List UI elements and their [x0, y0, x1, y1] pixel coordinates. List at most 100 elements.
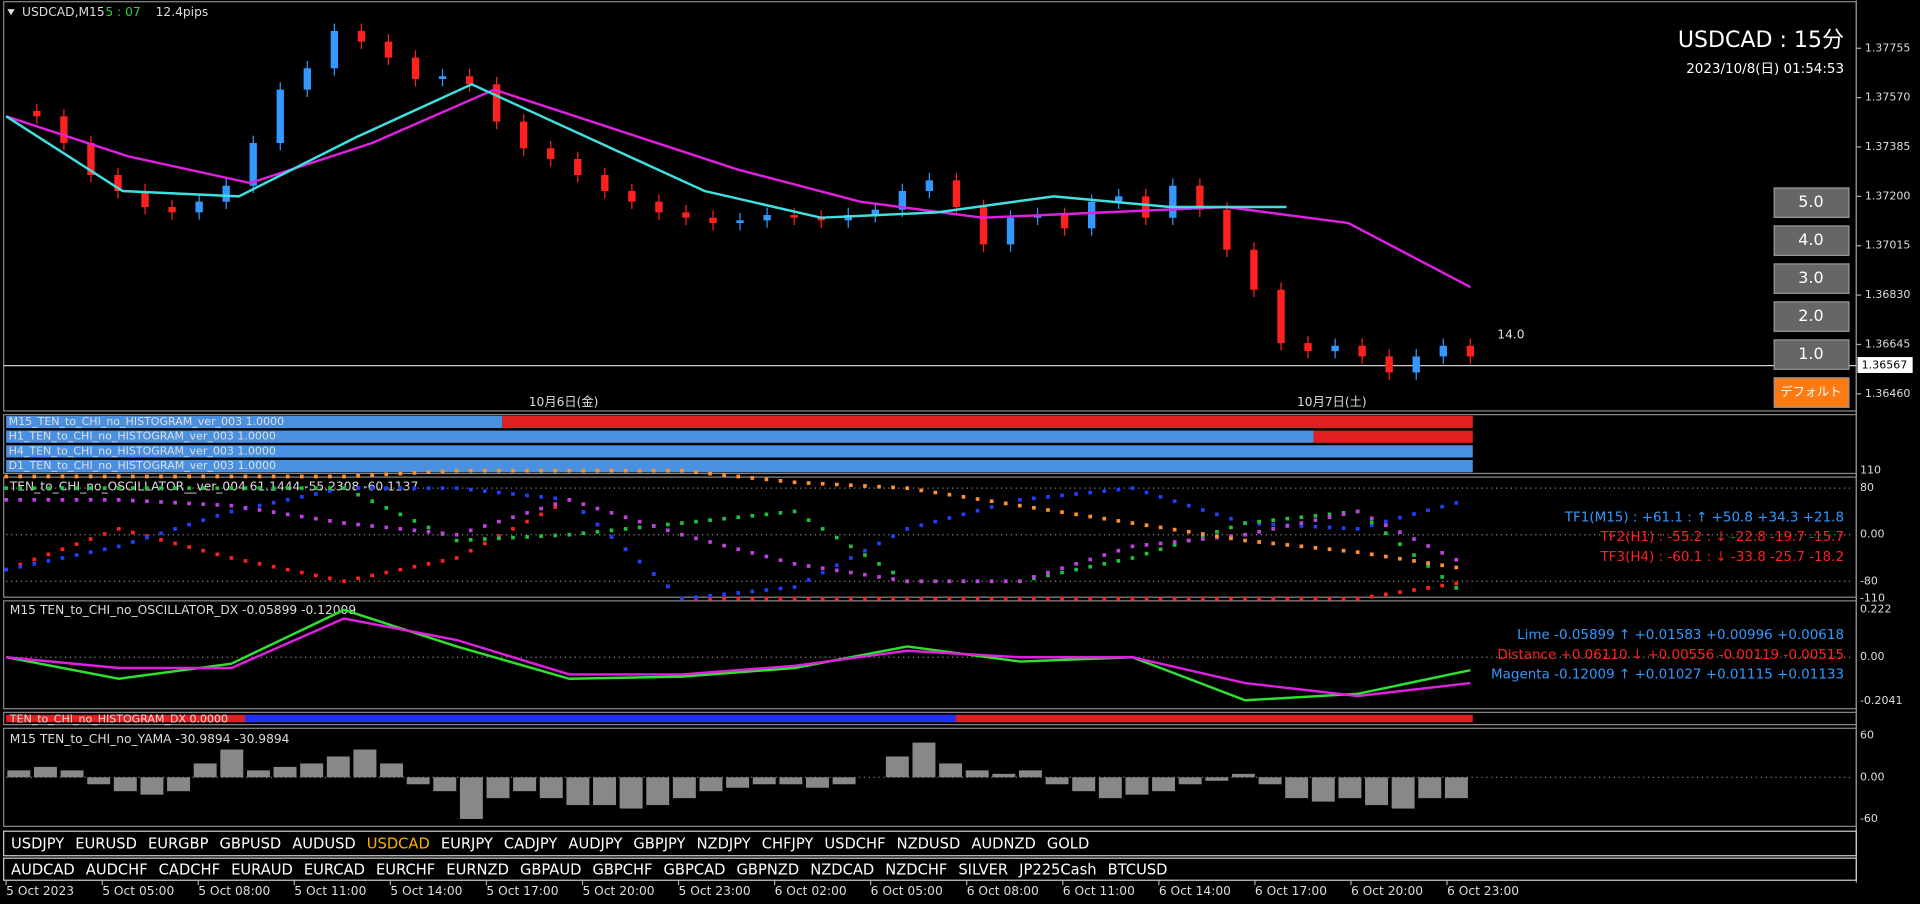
button[interactable] — [1773, 225, 1850, 256]
osc-dot — [989, 579, 994, 584]
osc-dot — [961, 512, 966, 517]
symbol-button[interactable]: GBPCHF — [592, 861, 652, 878]
osc-dot — [1003, 579, 1008, 584]
osc-dot — [975, 508, 980, 513]
yama-title: M15 TEN_to_CHI_no_YAMA -30.9894 -30.9894 — [10, 732, 290, 746]
symbol-button[interactable]: CADJPY — [504, 836, 557, 853]
osc-dot — [159, 531, 163, 536]
candle — [249, 142, 257, 186]
osc-dot — [1130, 521, 1135, 525]
osc-dot — [116, 474, 121, 479]
osc-dot — [539, 506, 543, 511]
symbol-button[interactable]: GBPNZD — [737, 861, 800, 878]
osc-dot — [130, 486, 135, 490]
symbol-button[interactable]: GBPJPY — [633, 836, 685, 853]
osc-dot — [384, 472, 389, 477]
symbol-button[interactable]: AUDJPY — [568, 836, 622, 853]
symbol-button[interactable]: JP225Cash — [1018, 861, 1096, 878]
symbol-button[interactable]: EURJPY — [441, 836, 493, 853]
symbol-button[interactable]: USDJPY — [11, 836, 64, 853]
osc-dot — [1200, 534, 1205, 538]
osc-dot — [1440, 504, 1445, 509]
osc-dot — [370, 473, 375, 477]
osc-dot — [1186, 538, 1191, 543]
symbol-button[interactable]: CHFJPY — [762, 836, 814, 853]
osc-dot — [609, 468, 614, 473]
symbol-button[interactable]: EURUSD — [75, 836, 137, 853]
strip — [6, 415, 503, 429]
osc-dot — [1398, 515, 1402, 520]
osc-dot — [806, 564, 811, 568]
osc-dot — [539, 534, 543, 538]
yama-bar — [1178, 777, 1202, 785]
osc-dot — [975, 497, 980, 501]
osc-dot — [764, 477, 769, 482]
osc-dot — [1327, 525, 1332, 530]
osc-dot — [1144, 596, 1149, 601]
symbol-button[interactable]: EURCHF — [376, 861, 435, 878]
symbol-button[interactable]: EURNZD — [446, 861, 509, 878]
osc-dot — [482, 524, 487, 528]
symbol-button[interactable]: GBPCAD — [664, 861, 726, 878]
symbol-button[interactable]: AUDCAD — [11, 861, 75, 878]
button[interactable] — [1773, 263, 1850, 294]
symbol-button[interactable]: USDCAD — [367, 836, 430, 853]
symbol-button[interactable]: EURAUD — [231, 861, 293, 878]
osc-dot — [778, 596, 783, 601]
osc-dot — [1257, 519, 1261, 524]
symbol-button[interactable]: USDCHF — [824, 836, 885, 853]
button[interactable] — [1773, 339, 1850, 370]
symbol-button[interactable]: EURGBP — [148, 836, 209, 853]
dx-info: Lime -0.05899 ↑ +0.01583 +0.00996 +0.006… — [1517, 627, 1844, 643]
yama-bar — [1072, 777, 1096, 792]
histogram-title: H4_TEN_to_CHI_no_HISTOGRAM_ver_003 1.000… — [9, 444, 276, 457]
symbol-button[interactable]: BTCUSD — [1108, 861, 1168, 878]
symbol-button[interactable]: AUDCHF — [86, 861, 148, 878]
button[interactable] — [1773, 301, 1850, 332]
symbol-button[interactable]: EURCAD — [304, 861, 365, 878]
osc-dot — [4, 567, 8, 572]
osc-dot — [1285, 516, 1290, 521]
osc-dot — [665, 468, 670, 473]
osc-dot — [1215, 534, 1219, 538]
symbol-button[interactable]: AUDUSD — [292, 836, 356, 853]
candle — [168, 207, 176, 213]
button-label[interactable]: デフォルト — [1780, 384, 1841, 399]
osc-dot — [1384, 523, 1388, 528]
symbol-button[interactable]: GBPUSD — [220, 836, 282, 853]
symbol-button[interactable]: NZDCHF — [885, 861, 947, 878]
button-label[interactable]: 2.0 — [1798, 306, 1823, 325]
yama-bar — [33, 766, 57, 778]
osc-dot — [102, 474, 107, 479]
yama-axis-label: 0.00 — [1860, 770, 1885, 783]
symbol-button[interactable]: SILVER — [958, 861, 1008, 878]
button[interactable] — [1773, 377, 1850, 408]
symbol-button[interactable]: NZDJPY — [697, 836, 751, 853]
osc-dot — [173, 486, 177, 490]
symbol-button[interactable]: NZDUSD — [897, 836, 961, 853]
symbol-button[interactable]: NZDCAD — [810, 861, 874, 878]
symbol-button[interactable]: AUDNZD — [971, 836, 1035, 853]
symbol-button[interactable]: GOLD — [1047, 836, 1089, 853]
button-label[interactable]: 1.0 — [1798, 344, 1823, 363]
osc-dot — [1229, 534, 1233, 538]
button[interactable] — [1773, 187, 1850, 218]
button-label[interactable]: 5.0 — [1798, 192, 1823, 211]
osc-dot — [243, 505, 248, 510]
osc-dot — [74, 486, 79, 490]
osc-dot — [1384, 519, 1388, 524]
osc-dot — [1299, 524, 1304, 528]
osc-dot — [891, 596, 895, 601]
osc-dot — [736, 591, 741, 595]
symbol-button[interactable]: GBPAUD — [520, 861, 581, 878]
button-label[interactable]: 4.0 — [1798, 230, 1823, 249]
osc-dot — [398, 567, 403, 572]
time-label: 5 Oct 2023 — [6, 884, 74, 898]
button-label[interactable]: 3.0 — [1798, 268, 1823, 287]
time-label: 5 Oct 23:00 — [679, 884, 751, 898]
symbol-button[interactable]: CADCHF — [159, 861, 220, 878]
osc-dot — [1384, 554, 1388, 559]
menu-arrow[interactable] — [7, 9, 15, 16]
osc-dot — [947, 516, 952, 520]
osc-dot — [1003, 501, 1008, 506]
